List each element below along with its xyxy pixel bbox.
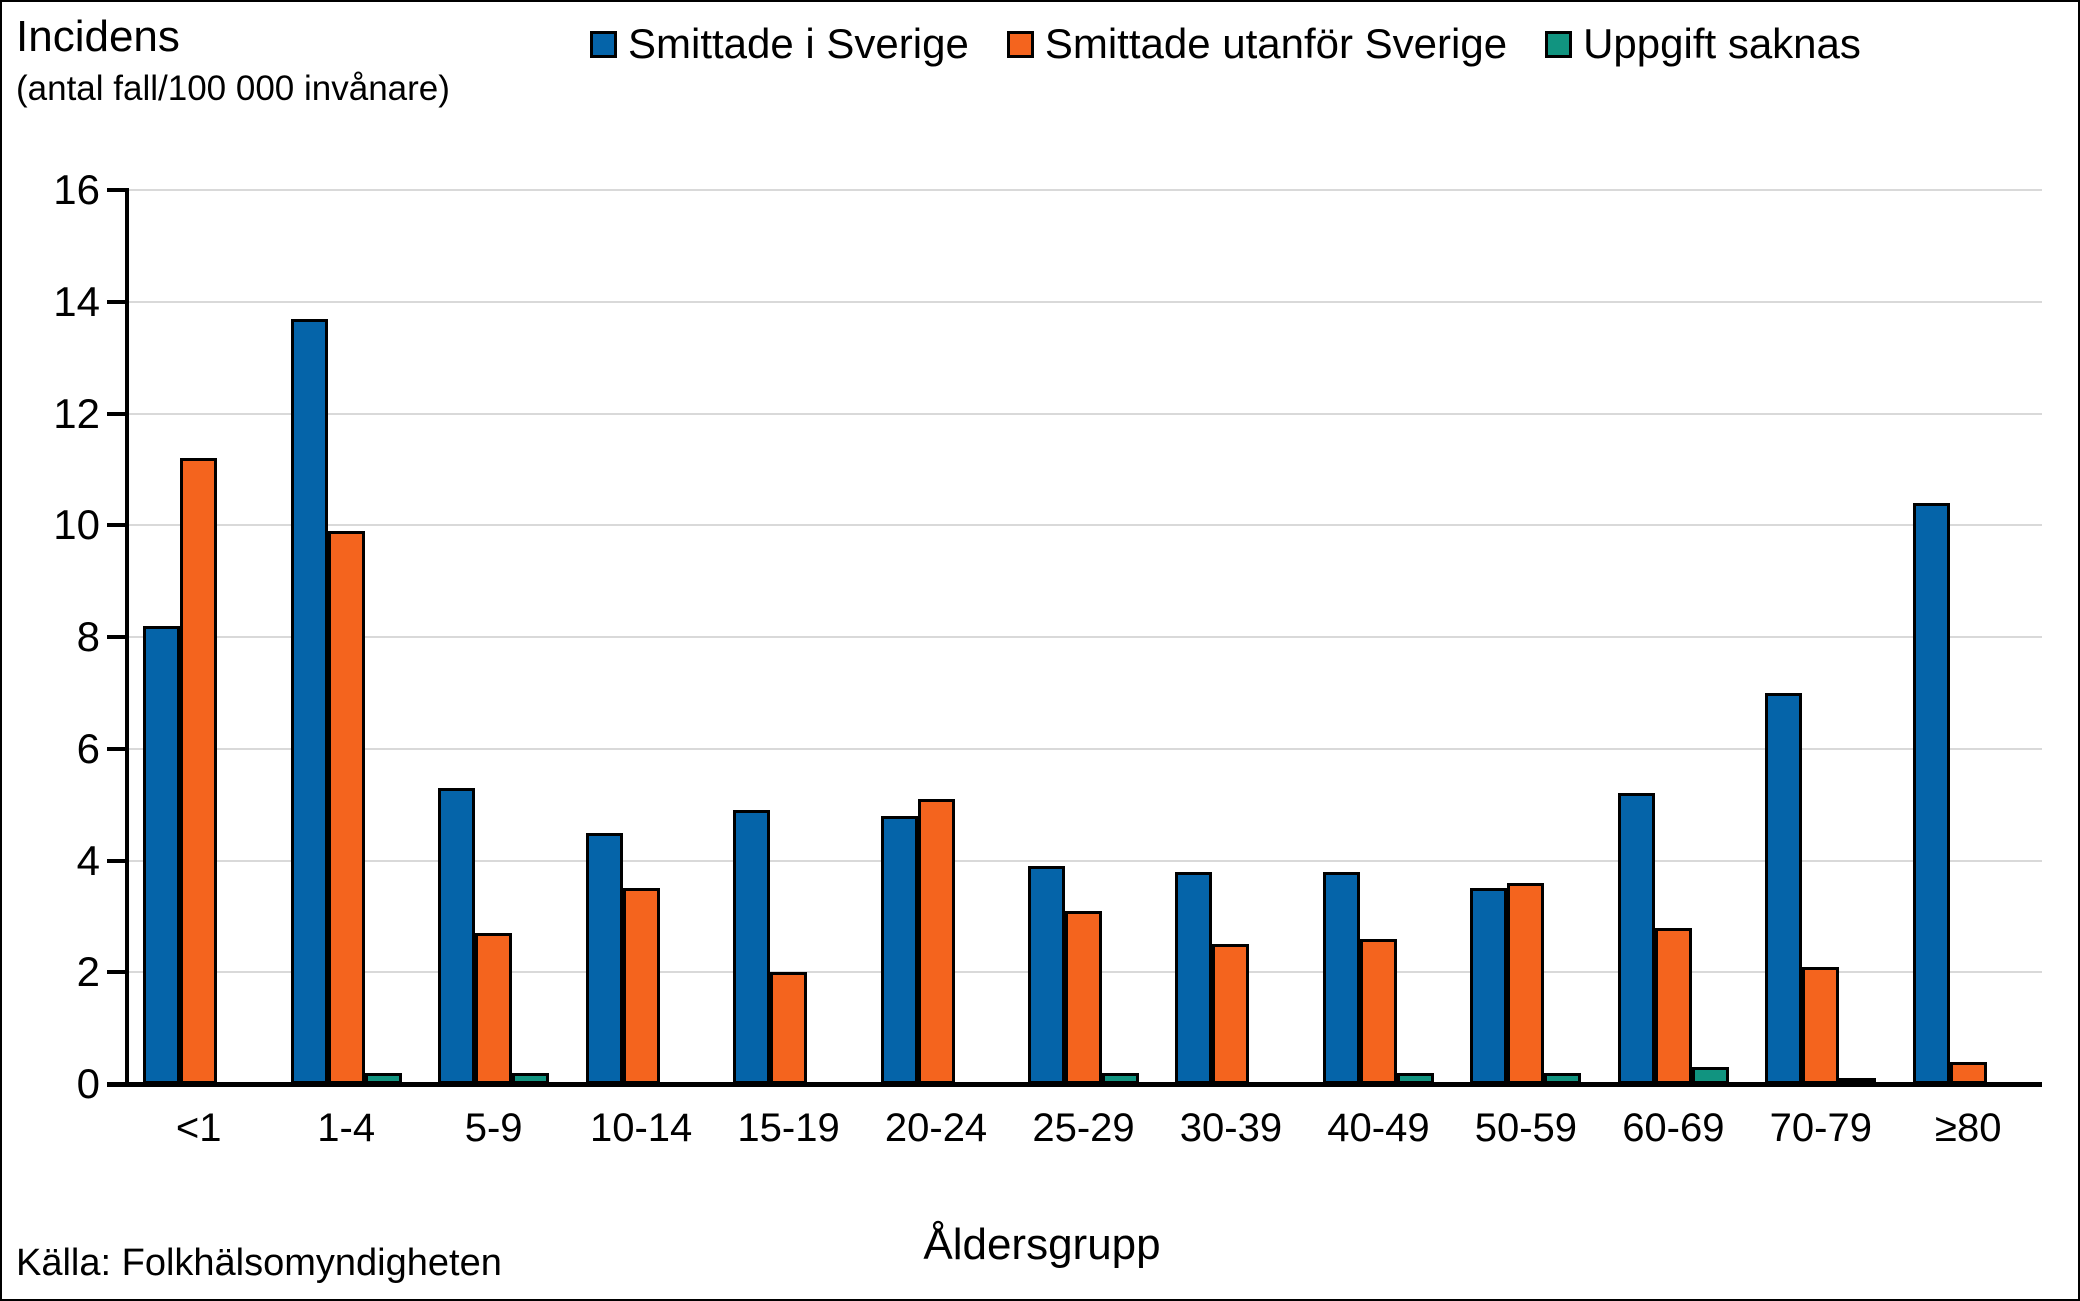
y-tick-10	[107, 523, 125, 528]
y-tick-label-6: 6	[76, 724, 100, 772]
x-axis-title: Åldersgrupp	[923, 1220, 1161, 1269]
y-axis-line	[125, 188, 129, 1086]
gridline-4	[125, 859, 2042, 862]
y-tick-6	[107, 746, 125, 751]
y-axis-title-line1: Incidens	[16, 12, 180, 61]
bar-smittade-i-sverige-11	[1765, 692, 1803, 1084]
source-caption: Källa: Folkhälsomyndigheten	[16, 1242, 502, 1284]
y-tick-16	[107, 188, 125, 192]
legend-swatch-icon	[1545, 30, 1573, 58]
y-tick-2	[107, 970, 125, 975]
legend-swatch-icon	[590, 30, 617, 58]
y-tick-label-8: 8	[76, 613, 100, 660]
gridline-14	[125, 300, 2042, 303]
bar-smittade-i-sverige-1	[290, 318, 328, 1084]
bar-smittade-utanf-r-sverige-6	[1065, 910, 1102, 1084]
bar-smittade-i-sverige-2	[438, 787, 476, 1084]
legend-label: Smittade i Sverige	[628, 20, 969, 67]
bar-smittade-i-sverige-4	[733, 810, 771, 1084]
legend-item-smittade-utanf-r-sverige: Smittade utanför Sverige	[1006, 20, 1508, 68]
legend-item-smittade-i-sverige: Smittade i Sverige	[590, 20, 969, 68]
bar-smittade-i-sverige-8	[1322, 871, 1360, 1084]
legend-label: Smittade utanför Sverige	[1044, 20, 1508, 67]
bar-smittade-utanf-r-sverige-4	[770, 972, 808, 1084]
y-axis-title-line2: (antal fall/100 000 invånare)	[16, 68, 450, 108]
bar-smittade-i-sverige-7	[1175, 871, 1213, 1084]
legend-label: Uppgift saknas	[1583, 20, 1861, 67]
x-tick-label-5: 20-24	[884, 1106, 988, 1150]
bar-smittade-i-sverige-6	[1028, 866, 1065, 1084]
y-tick-label-16: 16	[53, 166, 100, 213]
bar-smittade-i-sverige-3	[585, 832, 623, 1084]
bar-smittade-utanf-r-sverige-9	[1507, 882, 1545, 1084]
x-tick-label-9: 50-59	[1474, 1106, 1578, 1150]
x-tick-label-11: 70-79	[1769, 1106, 1872, 1150]
bar-smittade-utanf-r-sverige-8	[1359, 938, 1397, 1084]
bar-smittade-i-sverige-9	[1470, 888, 1508, 1084]
bar-smittade-utanf-r-sverige-10	[1654, 927, 1692, 1084]
x-tick-label-0: <1	[175, 1106, 222, 1150]
y-tick-label-14: 14	[53, 277, 100, 325]
x-tick-label-2: 5-9	[464, 1106, 523, 1150]
x-tick-label-3: 10-14	[589, 1106, 693, 1150]
bar-smittade-i-sverige-5	[880, 815, 918, 1084]
x-tick-label-4: 15-19	[737, 1106, 840, 1150]
gridline-16	[125, 189, 2042, 191]
bar-smittade-utanf-r-sverige-3	[622, 888, 660, 1084]
bar-smittade-utanf-r-sverige-2	[475, 933, 513, 1084]
x-tick-label-1: 1-4	[317, 1106, 376, 1150]
bar-smittade-utanf-r-sverige-1	[327, 530, 365, 1084]
y-tick-label-10: 10	[53, 501, 100, 549]
y-tick-8	[107, 635, 125, 639]
y-axis-title: Incidens (antal fall/100 000 invånare)	[16, 12, 450, 109]
y-tick-label-12: 12	[53, 389, 100, 437]
bar-smittade-i-sverige-10	[1617, 793, 1655, 1084]
x-tick-label-12: ≥80	[1935, 1106, 2002, 1150]
y-tick-14	[107, 299, 125, 304]
chart-legend: Smittade i Sverige Smittade utanför Sveri…	[590, 20, 1861, 68]
x-tick-label-10: 60-69	[1622, 1106, 1725, 1150]
y-tick-label-0: 0	[76, 1060, 100, 1107]
gridline-6	[125, 747, 2042, 750]
x-tick-label-6: 25-29	[1032, 1106, 1135, 1150]
x-axis-line	[107, 1082, 2042, 1087]
legend-swatch-icon	[1006, 30, 1034, 58]
y-tick-4	[107, 858, 125, 863]
y-tick-label-4: 4	[76, 836, 100, 884]
y-tick-12	[107, 411, 125, 416]
y-tick-label-2: 2	[76, 948, 100, 996]
x-tick-label-7: 30-39	[1179, 1106, 1283, 1150]
gridline-12	[125, 412, 2042, 415]
bar-smittade-utanf-r-sverige-7	[1212, 944, 1250, 1084]
bar-smittade-i-sverige-12	[1912, 502, 1950, 1084]
bar-smittade-utanf-r-sverige-12	[1949, 1061, 1987, 1084]
x-tick-label-8: 40-49	[1327, 1106, 1430, 1150]
legend-item-uppgift-saknas: Uppgift saknas	[1545, 20, 1861, 68]
bar-smittade-i-sverige-0	[143, 625, 181, 1084]
bar-smittade-utanf-r-sverige-5	[917, 799, 955, 1084]
gridline-10	[125, 524, 2042, 527]
gridline-8	[125, 636, 2042, 638]
bar-smittade-utanf-r-sverige-11	[1802, 966, 1840, 1084]
bar-smittade-utanf-r-sverige-0	[180, 458, 218, 1084]
